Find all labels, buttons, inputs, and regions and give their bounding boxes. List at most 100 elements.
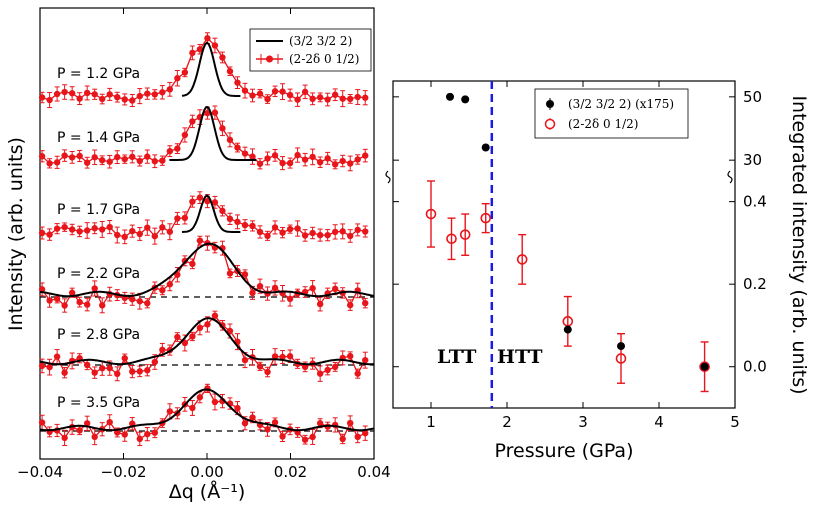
data-point [159, 157, 166, 164]
data-point-filled [617, 342, 625, 351]
data-point [53, 295, 61, 303]
data-point [151, 232, 159, 240]
data-point [271, 353, 279, 360]
data-point [38, 229, 46, 237]
data-point [347, 419, 354, 427]
data-point [76, 95, 83, 102]
left-panel: P = 1.2 GPa P = 1.4 GPa P = 1.7 GPa P = 2.2… [5, 7, 391, 503]
right-y-tick-label: 0.4 [743, 193, 767, 211]
data-point [53, 159, 61, 166]
axis-break-left [385, 170, 391, 184]
data-point [46, 160, 53, 167]
data-point [309, 285, 316, 292]
data-point [91, 285, 98, 292]
data-point [301, 363, 309, 371]
right-plot-frame [392, 80, 736, 409]
data-point-open [516, 254, 528, 265]
data-point [324, 231, 331, 239]
data-point [76, 298, 83, 306]
data-point [256, 282, 264, 290]
left-legend: (3/2 3/2 2) (2-2δ 0 1/2) [249, 28, 372, 72]
data-point [354, 156, 361, 163]
data-point [91, 369, 98, 376]
data-point [294, 151, 301, 159]
data-point [159, 346, 166, 354]
data-point-filled [481, 143, 490, 152]
data-point [174, 145, 181, 152]
data-point [53, 225, 61, 232]
data-point [234, 79, 241, 86]
data-point [234, 144, 241, 151]
left-legend-entry-fit: (3/2 3/2 2) [289, 34, 352, 48]
data-point [99, 302, 106, 309]
left-x-tick-label: −0.02 [101, 463, 147, 481]
left-legend-box [249, 28, 372, 72]
phase-label-htt: HTT [497, 346, 543, 368]
right-legend: (3/2 3/2 2) (x175) (2-2δ 0 1/2) [534, 88, 689, 139]
data-point [189, 404, 196, 412]
data-point [114, 231, 121, 239]
data-point [159, 287, 166, 294]
pressure-label: P = 1.7 GPa [57, 202, 140, 218]
right-y-axis-label: Integrated intensity (arb. units) [788, 95, 810, 394]
data-point [294, 96, 301, 103]
data-point [362, 152, 369, 159]
data-point [219, 54, 226, 61]
data-point [241, 87, 249, 94]
data-point [347, 232, 354, 240]
data-point [339, 228, 346, 235]
data-point [174, 215, 181, 222]
data-point [99, 157, 106, 164]
data-point [68, 289, 76, 296]
data-point [347, 352, 354, 360]
data-point [159, 224, 166, 231]
right-legend-entry-black: (3/2 3/2 2) (x175) [568, 97, 674, 111]
data-point [264, 155, 271, 162]
right-y-tick-label: 50 [743, 88, 762, 106]
right-x-tick-label: 3 [578, 413, 588, 431]
data-point-open [459, 229, 471, 240]
data-point [196, 194, 204, 201]
right-x-tick-label: 2 [502, 413, 512, 431]
data-point [189, 118, 196, 125]
data-point [331, 285, 339, 293]
data-point [354, 370, 361, 377]
data-point [151, 158, 159, 165]
data-point [46, 363, 53, 371]
data-point [264, 368, 271, 376]
data-point [159, 89, 166, 96]
data-point [83, 159, 91, 166]
data-point [151, 358, 159, 366]
data-point [301, 232, 309, 239]
data-point [286, 353, 294, 360]
data-point [76, 152, 83, 160]
data-point [309, 153, 316, 161]
right-panel: 1 2 3 4 5 0.0 0.2 0.4 30 50 Pressure (GPa) Integr… [385, 80, 810, 462]
data-point [264, 232, 271, 240]
data-point [301, 156, 309, 163]
data-point [316, 159, 324, 166]
data-point [83, 420, 91, 427]
data-point [309, 433, 316, 441]
data-point [38, 153, 46, 160]
data-point [271, 152, 279, 159]
data-point [189, 198, 196, 205]
data-point [279, 433, 286, 440]
data-point [354, 433, 361, 441]
data-point [211, 398, 219, 406]
data-point [279, 353, 286, 361]
fit-curve [181, 41, 241, 97]
right-legend-entry-red: (2-2δ 0 1/2) [568, 117, 639, 131]
data-point [181, 339, 189, 347]
legend-red-marker [544, 118, 556, 130]
data-point [256, 160, 264, 167]
data-point [136, 368, 143, 375]
data-point [249, 222, 256, 230]
data-point [249, 92, 256, 99]
left-x-tick-label: 0.04 [357, 463, 390, 481]
data-point [339, 95, 346, 102]
left-series: P = 1.4 GPa [38, 105, 369, 172]
data-point [61, 88, 68, 96]
data-point [249, 289, 256, 297]
data-point [46, 96, 53, 104]
